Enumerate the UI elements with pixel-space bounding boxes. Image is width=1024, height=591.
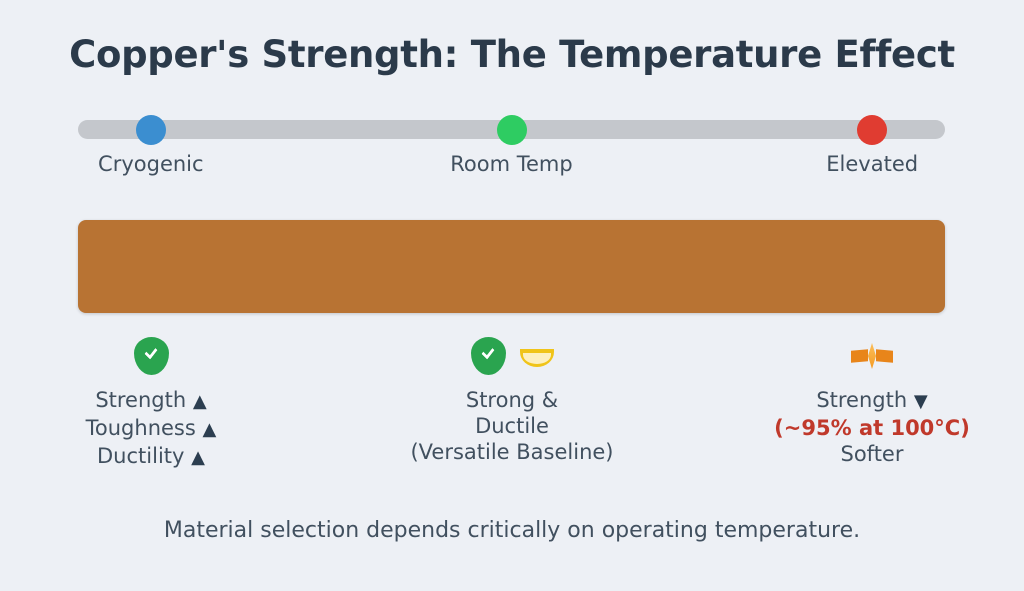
property-columns: Strength ▲ Toughness ▲ Ductility ▲ Stron… xyxy=(0,335,1024,485)
page-title: Copper's Strength: The Temperature Effec… xyxy=(69,33,955,76)
list-item: Toughness ▲ xyxy=(0,415,311,443)
bowl-icon xyxy=(519,348,554,367)
list-item: Ductile xyxy=(475,414,549,438)
check-badge-icon xyxy=(133,337,169,375)
list-item: Softer xyxy=(840,442,904,466)
slider-handle-elevated[interactable] xyxy=(857,115,888,145)
property-label: Strength xyxy=(816,388,908,412)
triangle-up-icon: ▲ xyxy=(192,391,207,412)
column-cryogenic-icons xyxy=(0,335,311,377)
temperature-slider[interactable]: Cryogenic Room Temp Elevated xyxy=(78,115,945,180)
slider-handle-room-temp[interactable] xyxy=(496,115,527,145)
list-item: Strength ▼ xyxy=(712,387,1024,415)
triangle-down-icon: ▼ xyxy=(913,391,928,412)
triangle-up-icon: ▲ xyxy=(191,447,205,468)
column-room-temp-lines: Strong & Ductile (Versatile Baseline) xyxy=(352,387,672,465)
slider-label-cryogenic: Cryogenic xyxy=(98,152,204,176)
column-room-temp-icons xyxy=(352,335,672,377)
property-label: Ductility xyxy=(97,444,185,468)
strength-retention-note: (~95% at 100°C) xyxy=(774,416,970,440)
list-item: Strong & xyxy=(465,388,559,412)
column-elevated-icons xyxy=(712,335,1024,377)
copper-material-bar xyxy=(78,220,945,313)
footer-caption: Material selection depends critically on… xyxy=(163,518,861,543)
list-item: (Versatile Baseline) xyxy=(410,440,614,464)
property-label: Toughness xyxy=(85,416,196,440)
column-room-temp: Strong & Ductile (Versatile Baseline) xyxy=(352,335,672,465)
column-elevated-lines: Strength ▼ (~95% at 100°C) Softer xyxy=(712,387,1024,467)
column-cryogenic: Strength ▲ Toughness ▲ Ductility ▲ xyxy=(0,335,311,471)
triangle-up-icon: ▲ xyxy=(202,419,217,440)
slider-handle-cryogenic[interactable] xyxy=(135,115,166,145)
slider-label-room-temp: Room Temp xyxy=(450,152,573,176)
column-elevated: Strength ▼ (~95% at 100°C) Softer xyxy=(712,335,1024,467)
column-cryogenic-lines: Strength ▲ Toughness ▲ Ductility ▲ xyxy=(0,387,311,471)
slider-label-elevated: Elevated xyxy=(826,152,919,176)
heat-icon xyxy=(851,343,893,369)
list-item: Ductility ▲ xyxy=(0,443,311,471)
list-item: Strength ▲ xyxy=(0,387,311,415)
property-label: Strength xyxy=(95,388,187,412)
check-badge-icon xyxy=(470,337,506,375)
